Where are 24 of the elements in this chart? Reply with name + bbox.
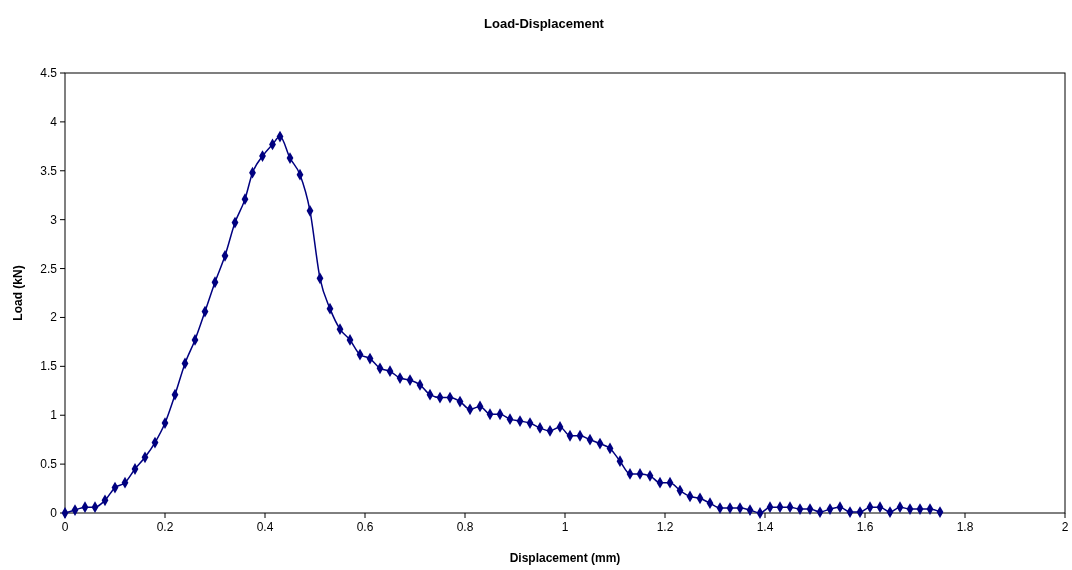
y-tick-label: 3.5 bbox=[40, 163, 58, 178]
x-tick-label: 1.4 bbox=[756, 520, 774, 534]
y-tick-label: 3 bbox=[50, 212, 58, 227]
x-tick-label: 2 bbox=[1061, 520, 1069, 534]
y-tick-label: 4.5 bbox=[40, 66, 58, 80]
y-tick-label: 1 bbox=[50, 408, 58, 423]
y-tick-label: 0 bbox=[50, 506, 58, 520]
y-axis-title: Load (kN) bbox=[11, 265, 25, 321]
x-axis-title: Displacement (mm) bbox=[509, 551, 621, 565]
x-tick-label: 0.8 bbox=[456, 520, 474, 534]
x-tick-label: 1.8 bbox=[956, 520, 974, 534]
y-tick-label: 0.5 bbox=[40, 457, 58, 472]
x-tick-label: 0.4 bbox=[256, 520, 274, 534]
x-tick-label: 0.2 bbox=[156, 520, 174, 534]
y-tick-label: 2.5 bbox=[40, 261, 58, 276]
x-tick-label: 0.6 bbox=[356, 520, 374, 534]
x-tick-label: 1.2 bbox=[656, 520, 674, 534]
x-tick-label: 1.6 bbox=[856, 520, 874, 534]
x-tick-label: 1 bbox=[561, 520, 569, 534]
y-tick-label: 4 bbox=[50, 114, 58, 129]
chart-title: Load-Displacement bbox=[484, 16, 605, 31]
y-tick-label: 2 bbox=[50, 310, 58, 325]
x-tick-label: 0 bbox=[61, 520, 69, 534]
y-tick-label: 1.5 bbox=[40, 359, 58, 374]
